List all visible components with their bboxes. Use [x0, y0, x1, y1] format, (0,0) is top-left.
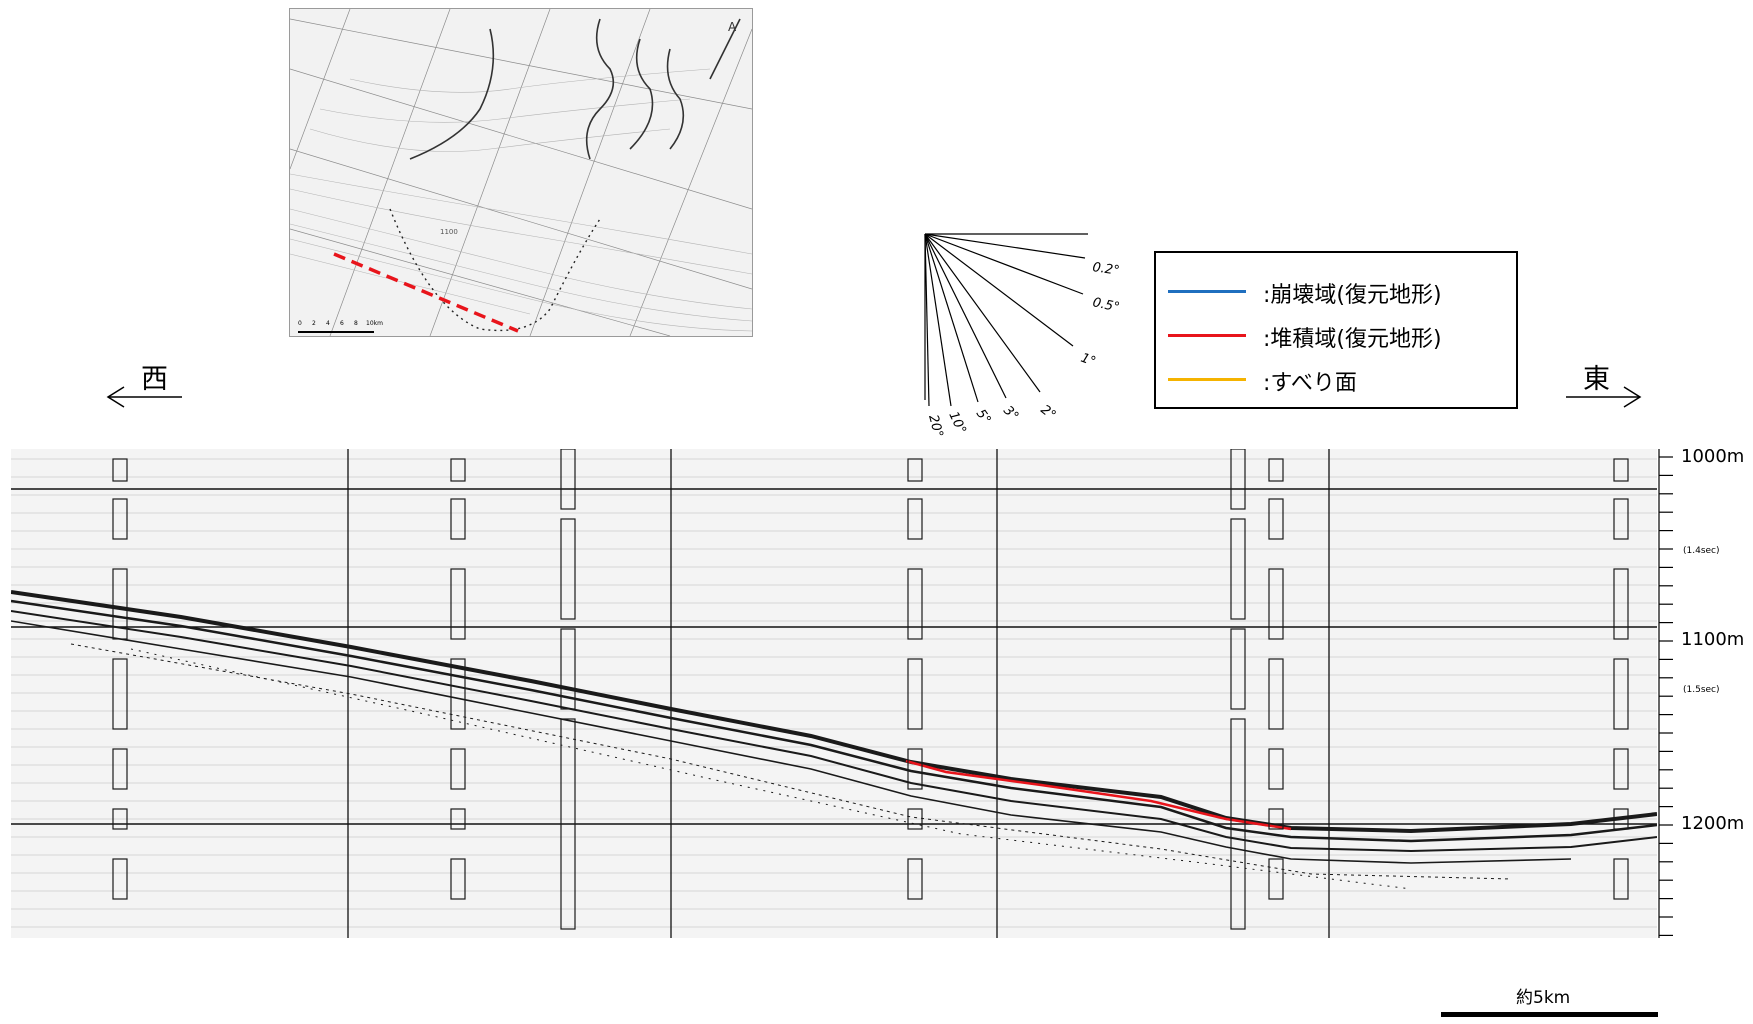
map-canyons — [409, 18, 741, 160]
time-label-1.5sec: (1.5sec) — [1683, 685, 1720, 695]
seismic-profile — [11, 449, 1657, 938]
depth-label-1200: 1200m — [1681, 813, 1745, 834]
legend-swatch-orange — [1168, 378, 1246, 381]
gauge-label: 2° — [1038, 402, 1059, 423]
depth-scale-ticks — [1658, 449, 1673, 938]
map-scale-tick: 6 — [340, 320, 344, 327]
direction-west-label: 西 — [141, 364, 168, 395]
map-scale-tick: 4 — [326, 320, 330, 327]
gauge-line-5 — [924, 233, 979, 403]
profile-major-gridlines — [11, 488, 1657, 825]
inset-map-graphic: A 1100 0 2 4 6 8 10km — [290, 9, 752, 336]
slope-gauge-graphic: 0.2° 0.5° 1° 2° 3° 5° 10° 20° — [924, 233, 1121, 439]
gauge-line-3 — [924, 233, 1007, 399]
time-label-1.4sec: (1.4sec) — [1683, 546, 1720, 556]
map-corner-label: A — [728, 20, 737, 34]
map-scale-tick: 2 — [312, 320, 316, 327]
recorder-annotations — [112, 449, 1629, 930]
map-scale-tick: 0 — [298, 320, 302, 327]
gauge-label: 3° — [1000, 403, 1021, 424]
legend-swatch-red — [1168, 334, 1246, 337]
gauge-line-1 — [924, 233, 1074, 347]
map-profile-line — [333, 252, 519, 333]
legend-label: :崩壊域(復元地形) — [1263, 283, 1442, 308]
gauge-line-2 — [924, 233, 1041, 393]
seismic-profile-graphic — [11, 449, 1657, 938]
gauge-label: 1° — [1079, 351, 1098, 370]
slope-angle-gauge: 0.2° 0.5° 1° 2° 3° 5° 10° 20° — [915, 228, 1121, 439]
legend-item-deposition-zone: :堆積域(復元地形) — [1156, 315, 1516, 355]
gauge-label: 0.5° — [1091, 295, 1121, 315]
legend-item-collapse-zone: :崩壊域(復元地形) — [1156, 271, 1516, 311]
gauge-line-0.2 — [924, 233, 1086, 259]
gauge-label: 10° — [945, 409, 968, 436]
legend: :崩壊域(復元地形) :堆積域(復元地形) :すべり面 — [1154, 251, 1518, 409]
legend-label: :堆積域(復元地形) — [1263, 327, 1442, 352]
gauge-label: 20° — [925, 413, 945, 439]
gauge-label: 0.2° — [1091, 260, 1120, 279]
seismic-reflectors — [11, 590, 1657, 890]
map-grid — [290, 9, 752, 336]
legend-swatch-blue — [1168, 290, 1246, 293]
gauge-line-20 — [924, 233, 930, 407]
legend-label: :すべり面 — [1263, 371, 1357, 396]
gauge-line-0.5 — [924, 233, 1084, 295]
gauge-label: 5° — [973, 407, 994, 428]
map-dotted-boundary — [389, 208, 601, 332]
direction-east-label: 東 — [1583, 364, 1610, 395]
map-scale: 0 2 4 6 8 10km — [298, 320, 383, 333]
profile-horizontal-gridlines — [11, 458, 1657, 928]
arrow-right-icon — [1566, 386, 1642, 408]
legend-item-slip-surface: :すべり面 — [1156, 359, 1516, 399]
scale-bar — [1441, 1012, 1658, 1017]
deposition-zone-line — [905, 759, 1292, 831]
gauge-line-10 — [924, 233, 952, 407]
depth-label-1100: 1100m — [1681, 629, 1745, 650]
depth-scale: 1000m 1100m 1200m (1.4sec) (1.5sec) — [1657, 446, 1753, 938]
map-contour-label: 1100 — [440, 228, 458, 236]
map-scale-tick: 8 — [354, 320, 358, 327]
arrow-left-icon — [106, 386, 182, 408]
inset-bathymetric-map: A 1100 0 2 4 6 8 10km — [289, 8, 753, 337]
scale-bar-label: 約5km — [1516, 988, 1571, 1008]
depth-label-1000: 1000m — [1681, 446, 1745, 467]
map-scale-tick: 10km — [366, 320, 383, 327]
